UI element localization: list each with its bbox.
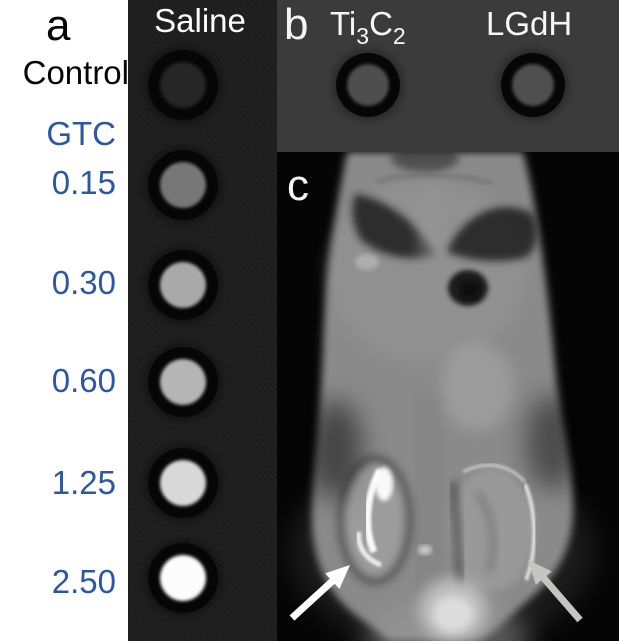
sample-label-ti3c2: Ti3C2 (330, 5, 406, 48)
mri-flank-spot (355, 254, 379, 270)
well-250 (148, 543, 218, 613)
panel-c-mri-image: c (277, 152, 619, 641)
mri-left-tumor-rim-dark (337, 455, 413, 585)
well-250-core (160, 555, 206, 601)
well-lgdh (501, 53, 565, 117)
well-125 (148, 448, 218, 518)
mri-rib-arc (376, 172, 493, 187)
mri-small-bright-spot (418, 545, 432, 555)
mri-right-tumor-rim-bright (523, 483, 537, 581)
ti3c2-base2: C (369, 5, 393, 42)
row-label-015: 0.15 (51, 164, 116, 201)
white-arrow-annotation (289, 565, 350, 621)
mri-waist-shadow-right (526, 394, 580, 490)
ti3c2-sub1: 3 (356, 23, 370, 49)
well-125-core (160, 460, 206, 506)
well-control (148, 50, 218, 120)
mri-left-bright-crescent (356, 531, 382, 568)
row-label-control: Control (22, 54, 129, 91)
mri-neck-shadow (391, 152, 459, 172)
well-060-core (160, 359, 206, 405)
gray-arrow-annotation (528, 560, 583, 623)
panel-c-letter: c (287, 161, 309, 210)
mri-right-tumor-crevice (449, 481, 465, 588)
mouse-mri-image (277, 152, 619, 641)
mri-stomach-core (460, 281, 480, 299)
row-label-060: 0.60 (51, 362, 116, 399)
mri-left-lung (352, 194, 435, 259)
well-015 (148, 150, 218, 220)
well-030 (148, 250, 218, 320)
row-label-250: 2.50 (51, 563, 116, 600)
mri-right-lung (447, 207, 538, 262)
panel-a-letter: a (46, 1, 71, 50)
well-015-core (160, 162, 206, 208)
series-label-gtc: GTC (46, 115, 116, 152)
ti3c2-base1: Ti (330, 5, 357, 42)
sample-label-lgdh: LGdH (486, 5, 573, 42)
ti3c2-sub2: 2 (392, 23, 406, 49)
row-label-125: 1.25 (51, 464, 116, 501)
row-label-030: 0.30 (51, 264, 116, 301)
well-ti3c2 (336, 53, 400, 117)
well-lgdh-core (512, 64, 554, 106)
well-control-core (160, 62, 206, 108)
mri-bladder-core (433, 596, 473, 632)
well-060 (148, 347, 218, 417)
panel-b-phantom-image: b Ti3C2 LGdH (277, 0, 619, 152)
panel-a-phantom-image: Saline (128, 0, 277, 641)
mri-left-bright-blob (375, 467, 393, 501)
panel-b-letter: b (284, 0, 309, 49)
well-ti3c2-core (347, 64, 389, 106)
mri-right-tumor-texture (473, 489, 497, 574)
mri-right-tumor-rim-top (462, 463, 527, 484)
mri-bowel (441, 343, 513, 431)
column-header-saline: Saline (154, 2, 246, 39)
well-030-core (160, 262, 206, 308)
